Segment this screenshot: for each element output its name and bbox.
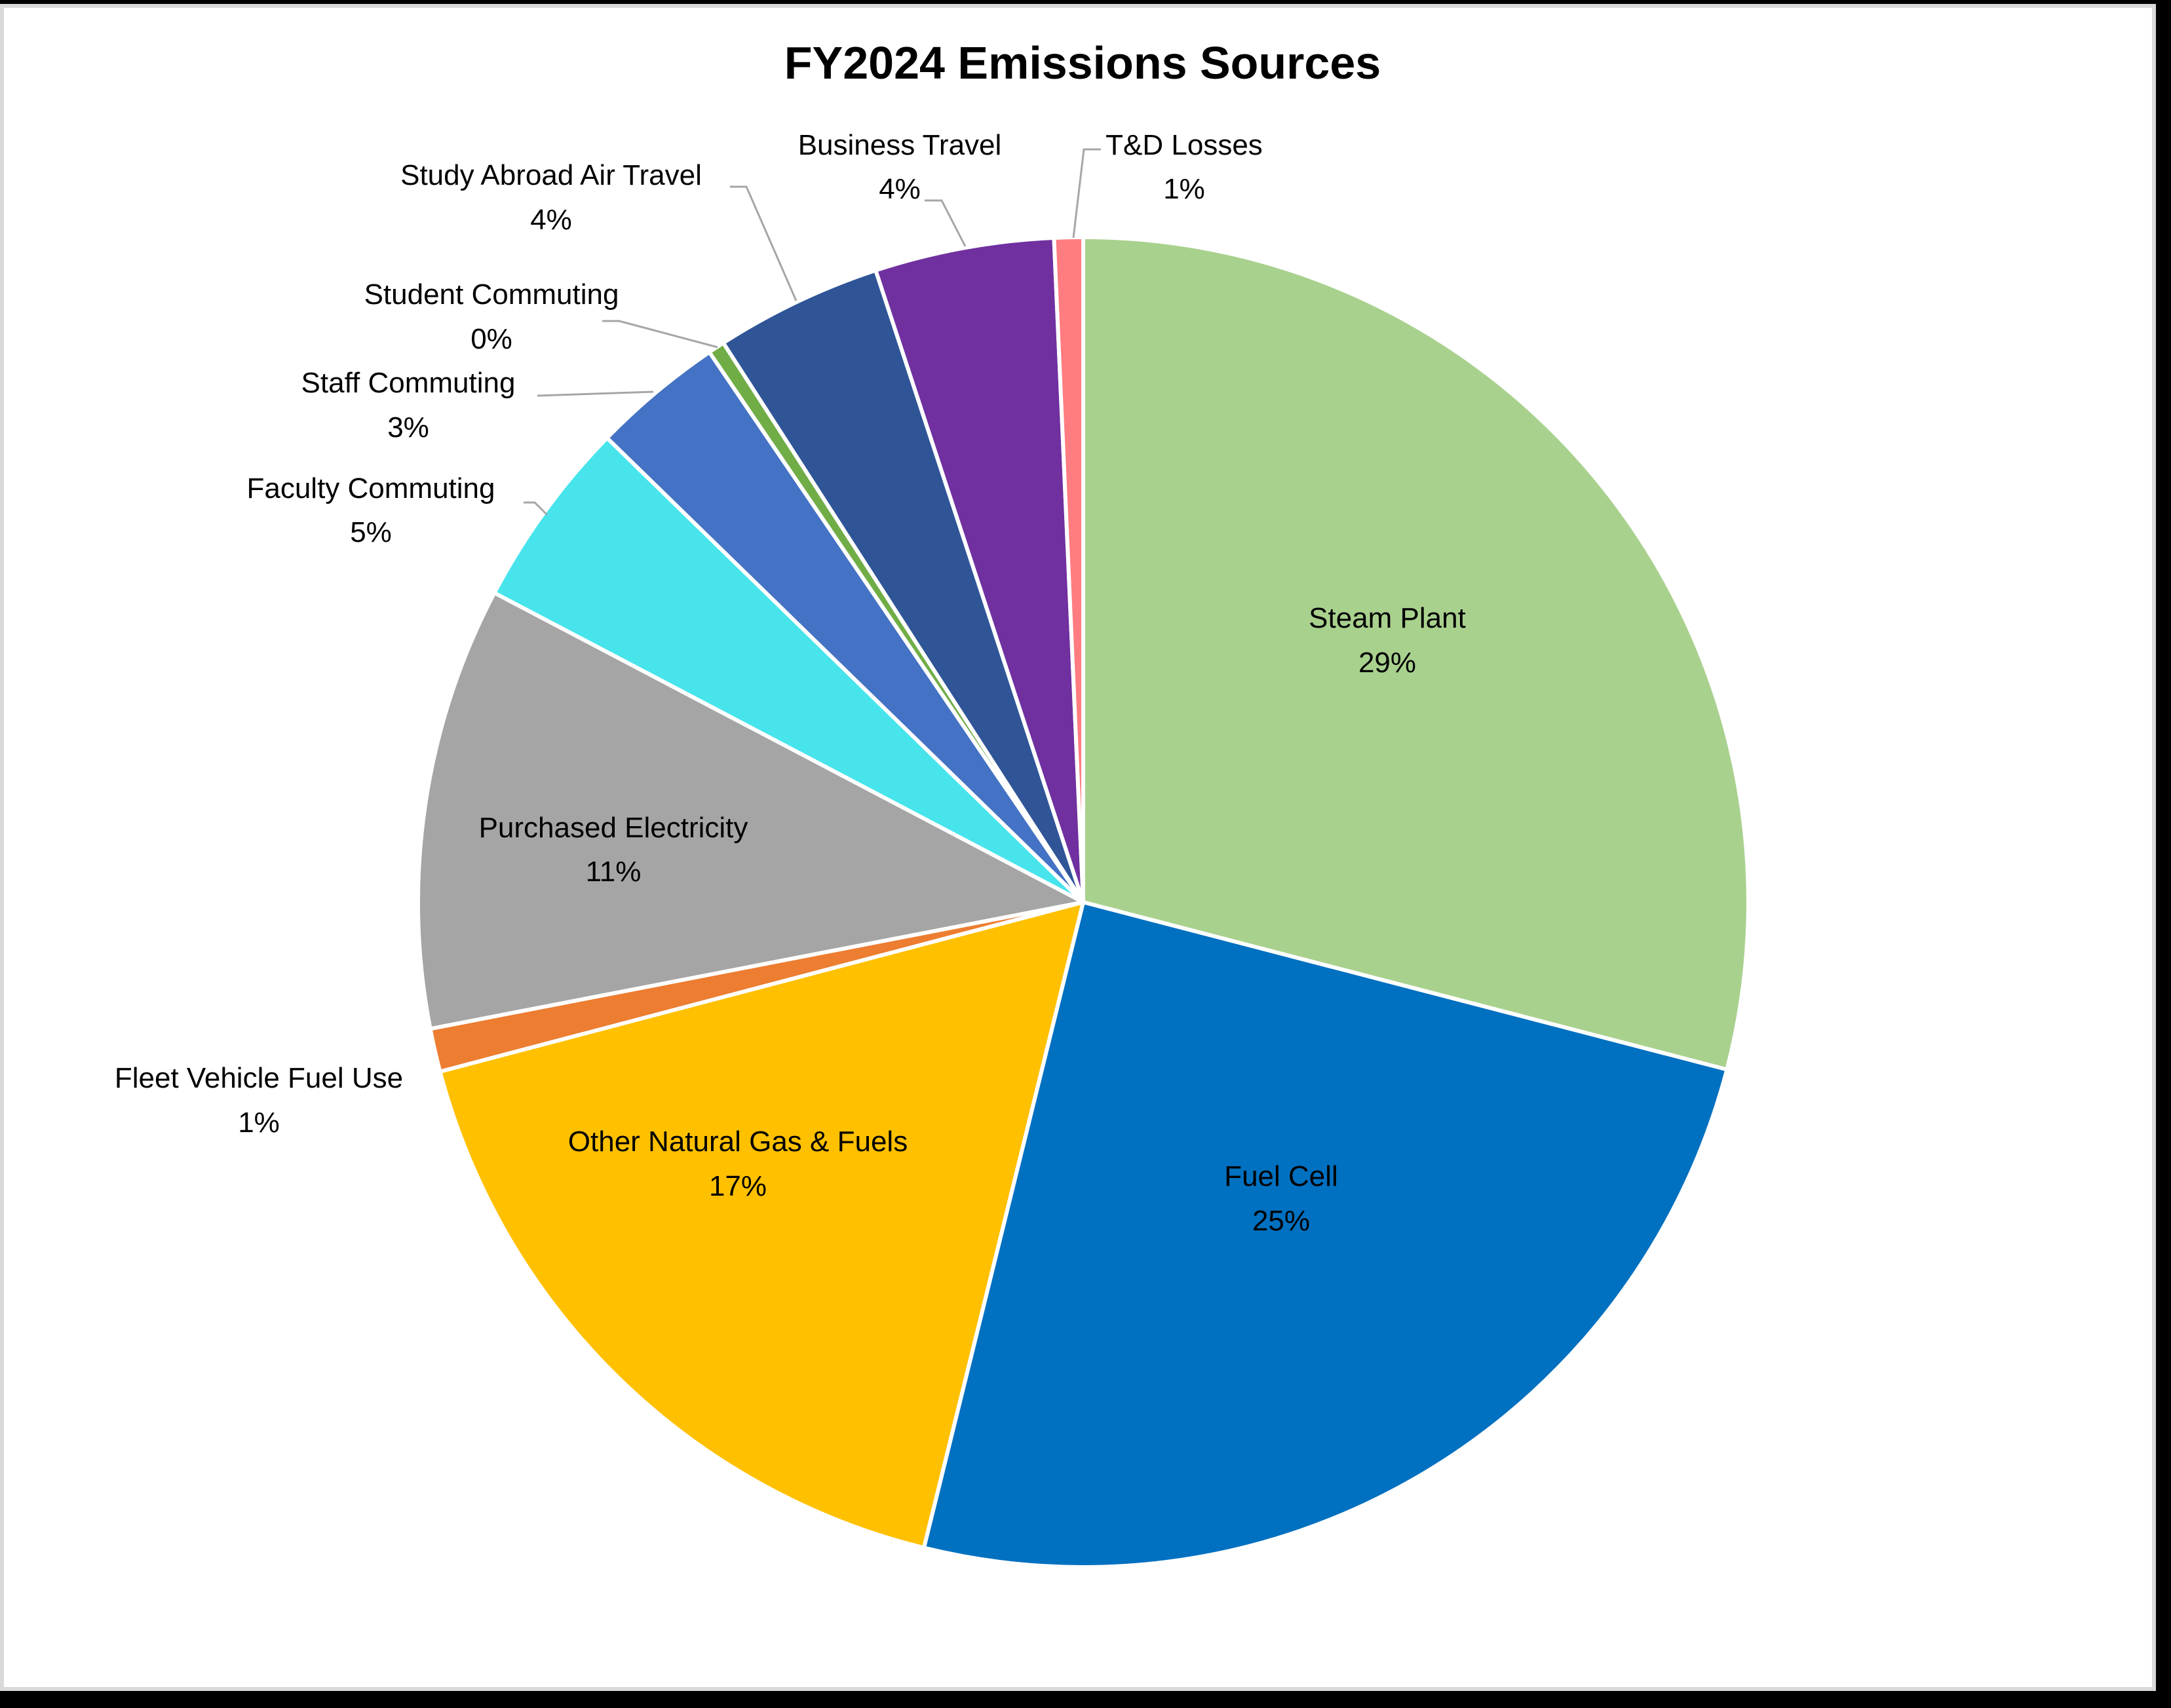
- label-name: Fleet Vehicle Fuel Use: [115, 1062, 403, 1094]
- pie-slice-purchased-electricity: [416, 590, 1085, 1031]
- leader-line-staff-commuting: [537, 390, 654, 397]
- data-label-staff-commuting: Staff Commuting 3%: [301, 367, 516, 444]
- data-label-faculty-commuting: Faculty Commuting 5%: [246, 472, 495, 548]
- leader-line-business-travel: [925, 199, 967, 247]
- label-pct: 17%: [709, 1170, 767, 1202]
- data-label-fuel-cell: Fuel Cell 25%: [1224, 1160, 1338, 1237]
- label-pct: 1%: [238, 1107, 280, 1139]
- pie-slice-faculty-commuting: [492, 436, 1085, 904]
- leader-line-faculty-commuting: [524, 501, 548, 516]
- pie-slice-study-abroad-air-travel: [721, 268, 1085, 904]
- leader-line-td-losses: [1072, 148, 1101, 238]
- label-pct: 5%: [350, 516, 392, 548]
- label-name: Purchased Electricity: [479, 812, 748, 844]
- label-name: Student Commuting: [364, 278, 619, 311]
- label-pct: 11%: [586, 856, 642, 888]
- label-pct: 29%: [1358, 647, 1416, 679]
- pie-slice-other-natural-gas-fuels: [438, 900, 1085, 1550]
- label-name: Business Travel: [798, 129, 1002, 161]
- label-name: Other Natural Gas & Fuels: [568, 1126, 908, 1158]
- label-name: Study Abroad Air Travel: [400, 159, 702, 191]
- pie-slice-fuel-cell: [921, 900, 1729, 1569]
- label-pct: 25%: [1252, 1205, 1310, 1237]
- pie-slice-business-travel: [874, 236, 1085, 904]
- pie-slice-t-d-losses: [1052, 235, 1085, 904]
- leader-line-study-abroad: [730, 185, 797, 301]
- leader-line-student-commuting: [602, 320, 718, 349]
- data-label-fleet-vehicle: Fleet Vehicle Fuel Use 1%: [115, 1062, 403, 1139]
- data-label-study-abroad: Study Abroad Air Travel 4%: [400, 159, 702, 236]
- label-name: T&D Losses: [1105, 129, 1263, 161]
- label-name: Steam Plant: [1309, 602, 1466, 634]
- data-label-td-losses: T&D Losses 1%: [1105, 129, 1263, 205]
- label-name: Fuel Cell: [1224, 1160, 1338, 1192]
- label-pct: 0%: [471, 323, 512, 355]
- label-pct: 1%: [1163, 173, 1205, 205]
- data-label-other-natural-gas: Other Natural Gas & Fuels 17%: [568, 1126, 908, 1202]
- label-pct: 3%: [387, 411, 429, 444]
- pie-slices: [416, 235, 1750, 1569]
- data-label-steam-plant: Steam Plant 29%: [1309, 602, 1466, 679]
- label-name: Faculty Commuting: [246, 472, 495, 504]
- data-label-business-travel: Business Travel 4%: [798, 129, 1002, 205]
- pie-slice-steam-plant: [1081, 235, 1750, 1072]
- data-label-purchased-electricity: Purchased Electricity 11%: [479, 812, 748, 888]
- chart-title: FY2024 Emissions Sources: [784, 37, 1381, 88]
- label-pct: 4%: [530, 204, 572, 236]
- data-label-student-commuting: Student Commuting 0%: [364, 278, 619, 355]
- label-pct: 4%: [879, 173, 921, 205]
- label-name: Staff Commuting: [301, 367, 516, 399]
